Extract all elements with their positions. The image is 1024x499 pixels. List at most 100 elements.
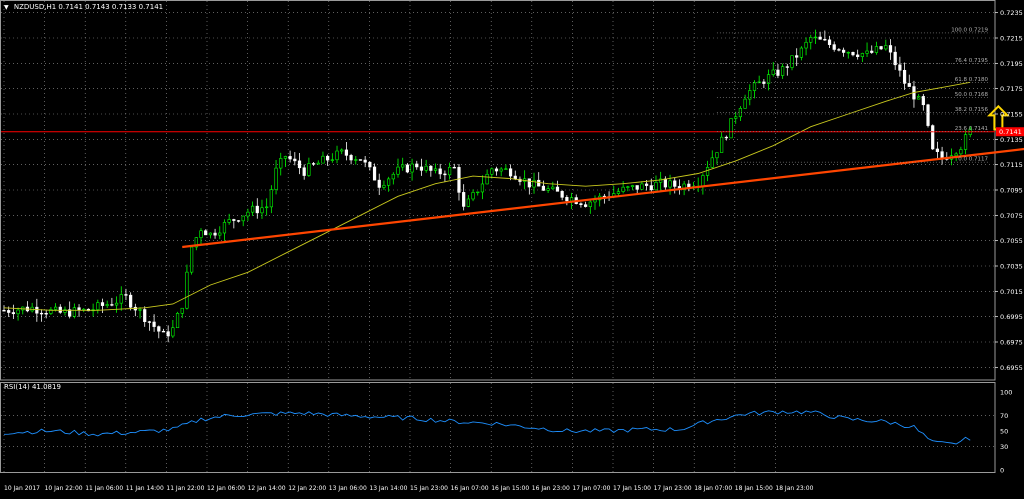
candle-body (265, 206, 269, 209)
fibo-level-label: 38.2 0.7156 (955, 107, 989, 113)
collapse-icon[interactable]: ▼ (4, 4, 9, 11)
rsi-tick-label: 100 (1000, 389, 1012, 397)
candle-body (321, 155, 325, 164)
candle-body (297, 160, 302, 169)
candle-body (884, 45, 888, 50)
candle-body (490, 168, 494, 175)
candle-body (560, 191, 564, 198)
candle-body (734, 116, 738, 119)
candle-body (2, 310, 6, 312)
candles-layer (2, 29, 972, 343)
candle-body (72, 307, 76, 317)
candle-body (344, 149, 349, 156)
candle-body (959, 149, 963, 155)
candle-body (626, 186, 630, 188)
candle-body (584, 204, 588, 207)
candle-body (157, 326, 161, 332)
rsi-panel-frame (0, 382, 996, 473)
time-tick-label: 18 Jan 23:00 (775, 485, 813, 492)
time-tick-label: 13 Jan 14:00 (369, 485, 407, 492)
candle-body (616, 191, 621, 194)
candle-body (330, 159, 334, 161)
candle-body (429, 165, 433, 171)
candle-body (119, 294, 123, 304)
candle-body (837, 49, 841, 51)
candle-body (311, 163, 316, 165)
time-tick-label: 18 Jan 07:00 (694, 485, 732, 492)
candle-body (218, 232, 222, 236)
time-tick-label: 15 Jan 23:00 (410, 485, 448, 492)
candle-body (504, 168, 508, 170)
candle-body (171, 327, 175, 337)
candle-body (415, 163, 419, 168)
price-header: ▼ NZDUSD,H1 0.7141 0.7143 0.7133 0.7141 (4, 3, 163, 11)
candle-body (809, 37, 813, 43)
candle-body (293, 158, 297, 162)
candle-body (143, 309, 147, 322)
candle-body (813, 36, 818, 39)
candle-body (860, 53, 864, 57)
candle-body (827, 39, 832, 45)
ohlc-close: 0.7141 (138, 3, 164, 11)
candle-body (269, 189, 273, 208)
candle-body (569, 197, 574, 202)
time-tick-label: 18 Jan 15:00 (735, 485, 773, 492)
candle-body (720, 136, 724, 153)
price-tick-label: 0.7215 (1000, 35, 1023, 43)
candle-body (870, 50, 874, 53)
fibo-level-label: 23.6 0.7141 (955, 126, 988, 132)
rsi-label: RSI(14) 41.0819 (4, 383, 61, 391)
candle-body (659, 178, 663, 183)
candle-body (129, 294, 133, 308)
candle-body (401, 164, 405, 168)
candle-body (372, 166, 377, 181)
rsi-tick-label: 0 (1000, 467, 1004, 475)
price-tick-label: 0.7155 (1000, 111, 1023, 119)
candle-body (485, 173, 489, 185)
candle-body (363, 159, 367, 163)
candle-body (705, 167, 710, 176)
candle-body (621, 186, 625, 192)
candle-body (340, 149, 344, 152)
candle-body (180, 307, 184, 314)
candle-body (175, 313, 180, 329)
candle-body (250, 205, 255, 213)
candle-body (16, 309, 20, 315)
candle-body (790, 55, 794, 68)
candle-body (462, 192, 466, 207)
rsi-tick-label: 30 (1000, 443, 1008, 451)
candle-body (349, 155, 353, 161)
candle-body (39, 312, 44, 315)
candle-body (832, 44, 836, 50)
candle-body (795, 55, 799, 58)
candle-body (194, 237, 198, 248)
candle-body (743, 98, 747, 109)
price-tick-label: 0.7075 (1000, 212, 1023, 220)
candle-body (748, 90, 752, 100)
candle-body (471, 192, 475, 200)
candle-body (443, 173, 447, 176)
price-tag-label: 0.7141 (999, 128, 1022, 136)
fibo-level-label: 50.0 0.7168 (955, 92, 989, 98)
candle-body (931, 125, 935, 150)
candle-body (7, 310, 11, 313)
price-tick-label: 0.7055 (1000, 237, 1023, 245)
current-price-tag: 0.7141 (996, 127, 1024, 137)
time-tick-label: 12 Jan 22:00 (288, 485, 326, 492)
candle-body (161, 330, 166, 333)
candle-body (921, 96, 925, 106)
candle-body (926, 104, 930, 126)
candle-body (888, 45, 893, 53)
candle-body (856, 54, 860, 57)
candle-body (255, 205, 259, 214)
candle-body (199, 230, 203, 238)
candle-body (898, 64, 902, 71)
candle-body (893, 51, 897, 66)
fibo-level-label: 0.0 0.7117 (958, 157, 988, 163)
time-tick-label: 17 Jan 23:00 (654, 485, 692, 492)
candle-body (715, 152, 719, 159)
candle-body (823, 38, 827, 41)
candle-body (58, 306, 62, 313)
